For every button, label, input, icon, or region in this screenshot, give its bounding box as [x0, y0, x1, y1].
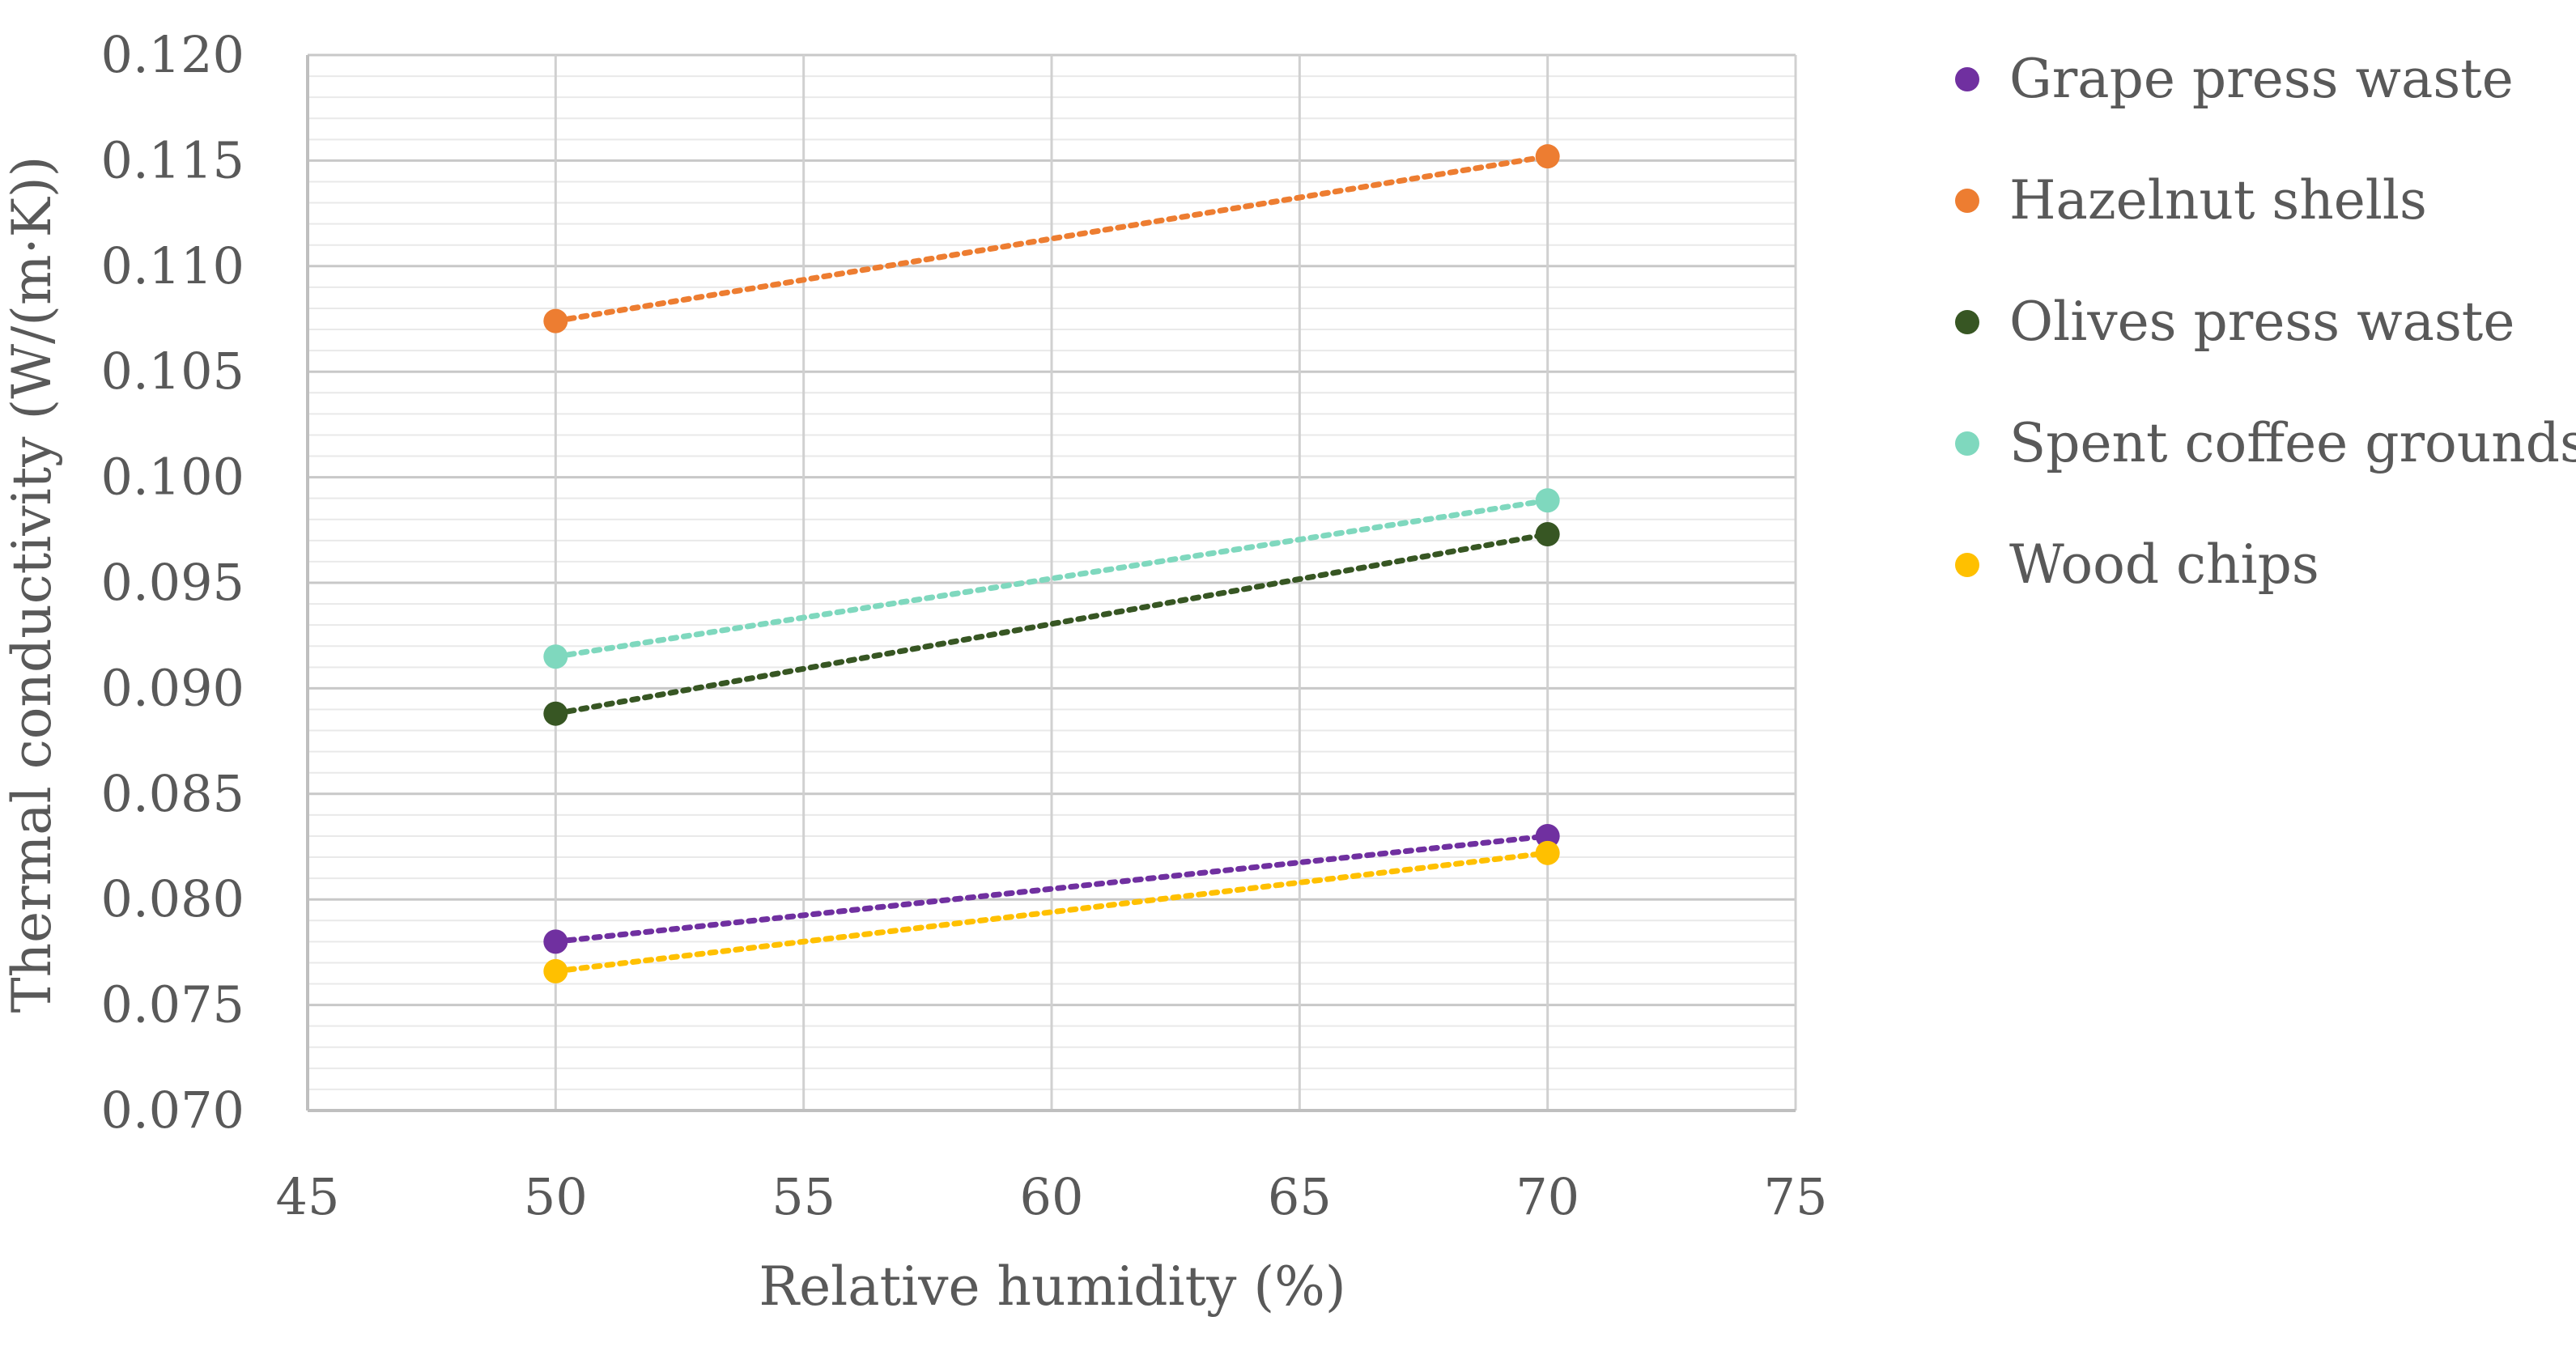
legend-marker [1955, 310, 1979, 334]
x-tick-label: 50 [524, 1167, 588, 1226]
trendline [552, 153, 1551, 325]
data-point [1535, 522, 1560, 547]
series-wood-chips [543, 840, 1560, 983]
x-axis-title: Relative humidity (%) [759, 1255, 1345, 1318]
trendline [552, 850, 1551, 975]
y-tick-label: 0.095 [101, 553, 245, 612]
y-tick-label: 0.085 [101, 764, 245, 823]
y-tick-label: 0.080 [101, 869, 245, 928]
y-tick-label: 0.075 [101, 975, 245, 1034]
legend-marker [1955, 67, 1979, 91]
data-point [1535, 144, 1560, 169]
data-point [543, 308, 568, 333]
plot-axes [306, 55, 1796, 1112]
x-tick-label: 70 [1515, 1167, 1579, 1226]
data-point [1535, 823, 1560, 848]
y-tick-label: 0.105 [101, 342, 245, 401]
y-tick-label: 0.070 [101, 1081, 245, 1140]
data-point [543, 644, 568, 669]
data-point [543, 958, 568, 983]
legend-label: Olives press waste [2009, 291, 2514, 353]
legend-marker [1955, 189, 1979, 213]
x-tick-label: 60 [1020, 1167, 1084, 1226]
legend: Grape press waste Hazelnut shells Olives p… [1955, 48, 2576, 596]
legend-marker [1955, 431, 1979, 456]
series-layer [543, 144, 1560, 983]
x-tick-label: 55 [772, 1167, 835, 1226]
x-tick-label: 75 [1764, 1167, 1828, 1226]
data-point [1535, 840, 1560, 865]
data-point [543, 701, 568, 726]
trendline [552, 531, 1551, 717]
y-tick-label: 0.120 [101, 25, 245, 84]
y-tick-label: 0.110 [101, 236, 245, 295]
data-point [543, 929, 568, 954]
y-tick-label: 0.090 [101, 658, 245, 717]
y-tick-label: 0.115 [101, 130, 245, 189]
legend-label: Wood chips [2009, 533, 2319, 596]
trendline [552, 497, 1551, 660]
legend-marker [1955, 553, 1979, 577]
y-tick-label: 0.100 [101, 448, 245, 507]
data-point [1535, 488, 1560, 513]
legend-label: Hazelnut shells [2009, 169, 2427, 231]
series-olives-press-waste [543, 522, 1560, 726]
series-spent-coffee-grounds [543, 488, 1560, 669]
legend-label: Grape press waste [2009, 48, 2514, 110]
x-axis-tick-labels: 45 50 55 60 65 70 75 [276, 1167, 1828, 1226]
series-hazelnut-shells [543, 144, 1560, 333]
y-axis-title: Thermal conductivity (W/(m·K)) [1, 156, 63, 1013]
x-tick-label: 45 [276, 1167, 340, 1226]
legend-label: Spent coffee grounds [2009, 412, 2576, 474]
trendline [552, 833, 1551, 945]
major-gridlines [308, 53, 1797, 1111]
y-axis-tick-labels: 0.070 0.075 0.080 0.085 0.090 0.095 0.100 0.105… [101, 25, 245, 1140]
x-tick-label: 65 [1268, 1167, 1332, 1226]
series-grape-press-waste [543, 823, 1560, 954]
